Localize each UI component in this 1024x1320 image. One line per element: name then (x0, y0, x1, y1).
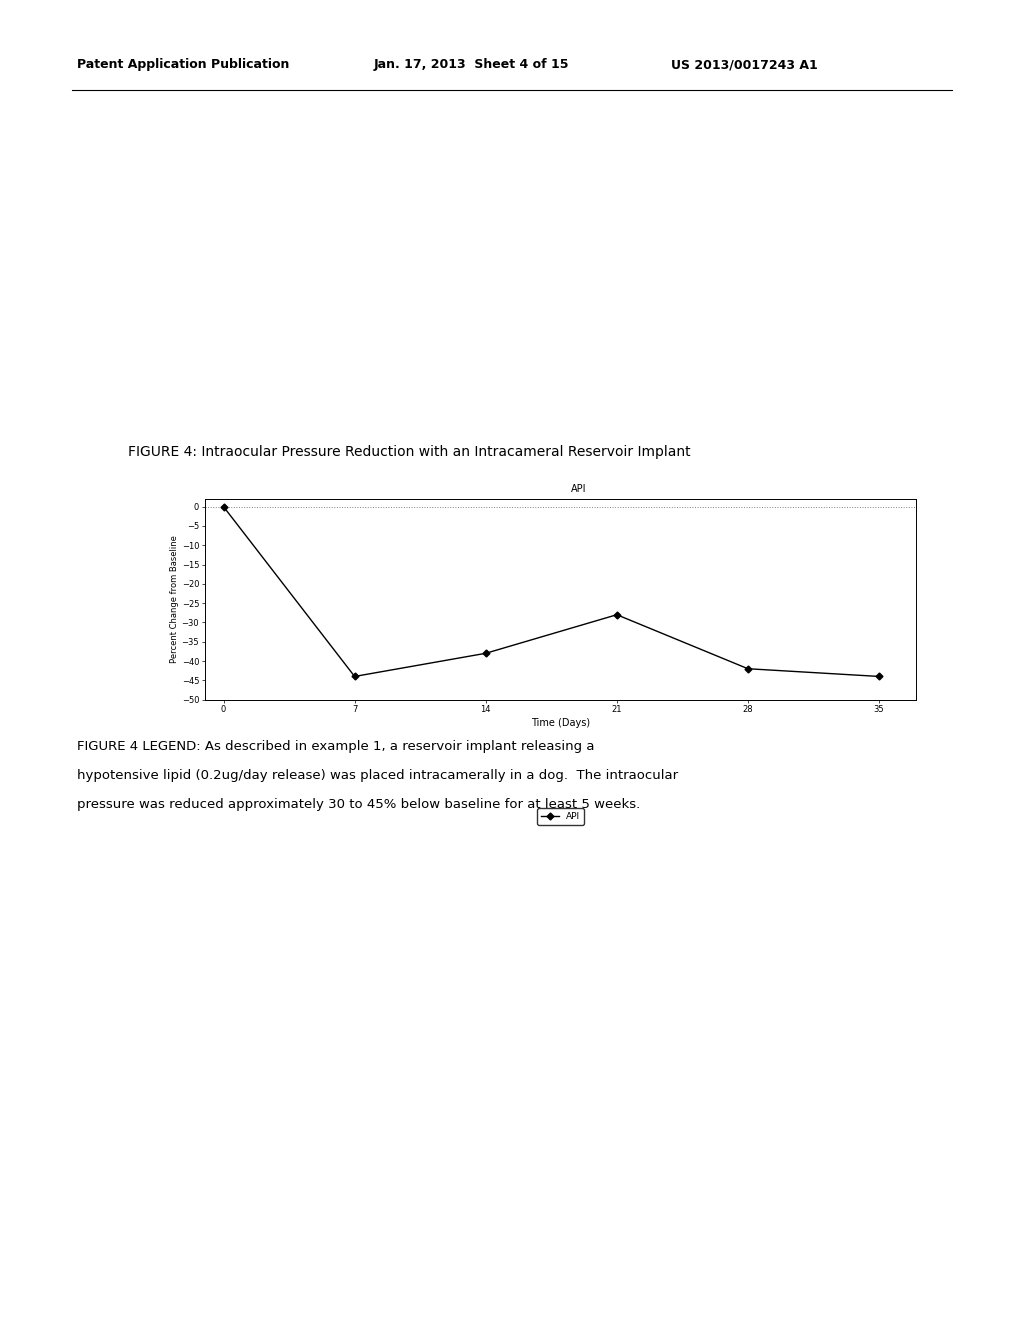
Y-axis label: Percent Change from Baseline: Percent Change from Baseline (170, 536, 179, 663)
Legend: API: API (538, 808, 584, 825)
Text: FIGURE 4: Intraocular Pressure Reduction with an Intracameral Reservoir Implant: FIGURE 4: Intraocular Pressure Reduction… (128, 445, 690, 459)
Text: Patent Application Publication: Patent Application Publication (77, 58, 289, 71)
Text: API: API (570, 484, 587, 495)
Text: Jan. 17, 2013  Sheet 4 of 15: Jan. 17, 2013 Sheet 4 of 15 (374, 58, 569, 71)
Text: hypotensive lipid (0.2ug/day release) was placed intracamerally in a dog.  The i: hypotensive lipid (0.2ug/day release) wa… (77, 770, 678, 781)
Text: pressure was reduced approximately 30 to 45% below baseline for at least 5 weeks: pressure was reduced approximately 30 to… (77, 799, 640, 810)
X-axis label: Time (Days): Time (Days) (531, 718, 590, 729)
Text: FIGURE 4 LEGEND: As described in example 1, a reservoir implant releasing a: FIGURE 4 LEGEND: As described in example… (77, 741, 594, 752)
Text: US 2013/0017243 A1: US 2013/0017243 A1 (671, 58, 817, 71)
